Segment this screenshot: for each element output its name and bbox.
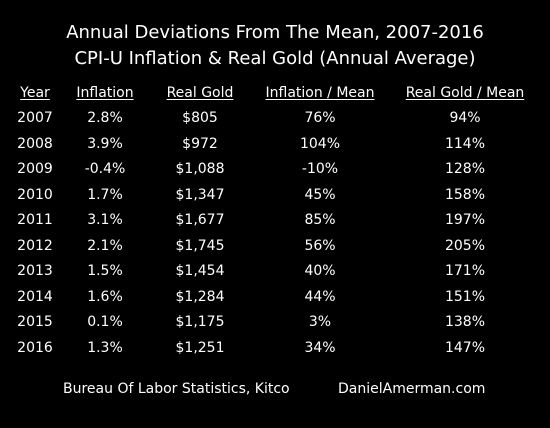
data-table: Year Inflation Real Gold Inflation / Mean Re…: [10, 80, 540, 361]
header-row: Year Inflation Real Gold Inflation / Mean Re…: [10, 80, 540, 106]
cell-real-gold-mean: 128%: [444, 161, 486, 178]
column-header-label: Real Gold: [166, 84, 234, 101]
table-row: 2011 3.1% $1,677 85% 197%: [10, 208, 540, 234]
cell-inflation: 1.5%: [87, 263, 123, 280]
cell-inflation: 2.1%: [87, 237, 123, 254]
cell-real-gold: $1,175: [175, 314, 225, 331]
column-header-real-gold: Real Gold: [150, 80, 250, 106]
cell-year: 2008: [17, 135, 53, 152]
cell-real-gold-mean: 151%: [444, 288, 486, 305]
column-header-label: Inflation / Mean: [265, 84, 375, 101]
cell-inflation: 3.9%: [87, 135, 123, 152]
table-row: 2015 0.1% $1,175 3% 138%: [10, 310, 540, 336]
cell-real-gold: $1,347: [175, 186, 225, 203]
table-row: 2012 2.1% $1,745 56% 205%: [10, 233, 540, 259]
cell-real-gold: $805: [182, 110, 218, 127]
cell-year: 2015: [17, 314, 53, 331]
cell-inflation: 3.1%: [87, 212, 123, 229]
cell-real-gold: $1,677: [175, 212, 225, 229]
table-row: 2008 3.9% $972 104% 114%: [10, 131, 540, 157]
cell-real-gold-mean: 205%: [444, 237, 486, 254]
cell-real-gold-mean: 171%: [444, 263, 486, 280]
cell-real-gold-mean: 158%: [444, 186, 486, 203]
cell-inflation-mean: 85%: [304, 212, 336, 229]
cell-year: 2011: [17, 212, 53, 229]
site-credit: DanielAmerman.com: [338, 381, 486, 397]
cell-real-gold-mean: 94%: [449, 110, 481, 127]
table-row: 2009 -0.4% $1,088 -10% 128%: [10, 157, 540, 183]
cell-inflation-mean: 34%: [304, 339, 336, 356]
cell-real-gold: $1,088: [175, 161, 225, 178]
column-header-real-gold-mean: Real Gold / Mean: [390, 80, 540, 106]
cell-inflation: -0.4%: [84, 161, 126, 178]
cell-real-gold: $972: [182, 135, 218, 152]
cell-real-gold: $1,745: [175, 237, 225, 254]
table-row: 2016 1.3% $1,251 34% 147%: [10, 335, 540, 361]
column-header-label: Real Gold / Mean: [405, 84, 525, 101]
cell-inflation-mean: 45%: [304, 186, 336, 203]
cell-inflation: 1.3%: [87, 339, 123, 356]
table-row: 2010 1.7% $1,347 45% 158%: [10, 182, 540, 208]
cell-year: 2012: [17, 237, 53, 254]
cell-inflation: 1.6%: [87, 288, 123, 305]
column-header-inflation-mean: Inflation / Mean: [250, 80, 390, 106]
cell-inflation: 1.7%: [87, 186, 123, 203]
cell-real-gold: $1,284: [175, 288, 225, 305]
table-row: 2007 2.8% $805 76% 94%: [10, 106, 540, 132]
cell-inflation-mean: 44%: [304, 288, 336, 305]
cell-inflation: 0.1%: [87, 314, 123, 331]
column-header-year: Year: [10, 80, 60, 106]
column-header-label: Year: [20, 84, 50, 101]
table-row: 2013 1.5% $1,454 40% 171%: [10, 259, 540, 285]
cell-real-gold: $1,251: [175, 339, 225, 356]
cell-inflation-mean: 56%: [304, 237, 336, 254]
cell-inflation: 2.8%: [87, 110, 123, 127]
column-header-inflation: Inflation: [60, 80, 150, 106]
cell-year: 2010: [17, 186, 53, 203]
cell-real-gold-mean: 147%: [444, 339, 486, 356]
cell-real-gold-mean: 138%: [444, 314, 486, 331]
table-row: 2014 1.6% $1,284 44% 151%: [10, 284, 540, 310]
cell-inflation-mean: 3%: [308, 314, 332, 331]
cell-inflation-mean: 40%: [304, 263, 336, 280]
cell-inflation-mean: -10%: [301, 161, 339, 178]
cell-year: 2007: [17, 110, 53, 127]
cell-year: 2009: [17, 161, 53, 178]
table-body: 2007 2.8% $805 76% 94% 2008 3.9% $972 104% 114% 20…: [10, 106, 540, 361]
cell-inflation-mean: 104%: [299, 135, 341, 152]
column-header-label: Inflation: [76, 84, 134, 101]
cell-year: 2016: [17, 339, 53, 356]
cell-inflation-mean: 76%: [304, 110, 336, 127]
cell-real-gold: $1,454: [175, 263, 225, 280]
chart-title: Annual Deviations From The Mean, 2007-20…: [66, 22, 484, 43]
chart-subtitle: CPI-U Inflation & Real Gold (Annual Aver…: [74, 48, 476, 69]
cell-year: 2013: [17, 263, 53, 280]
cell-year: 2014: [17, 288, 53, 305]
source-credit: Bureau Of Labor Statistics, Kitco: [63, 381, 290, 397]
cell-real-gold-mean: 114%: [444, 135, 486, 152]
cell-real-gold-mean: 197%: [444, 212, 486, 229]
